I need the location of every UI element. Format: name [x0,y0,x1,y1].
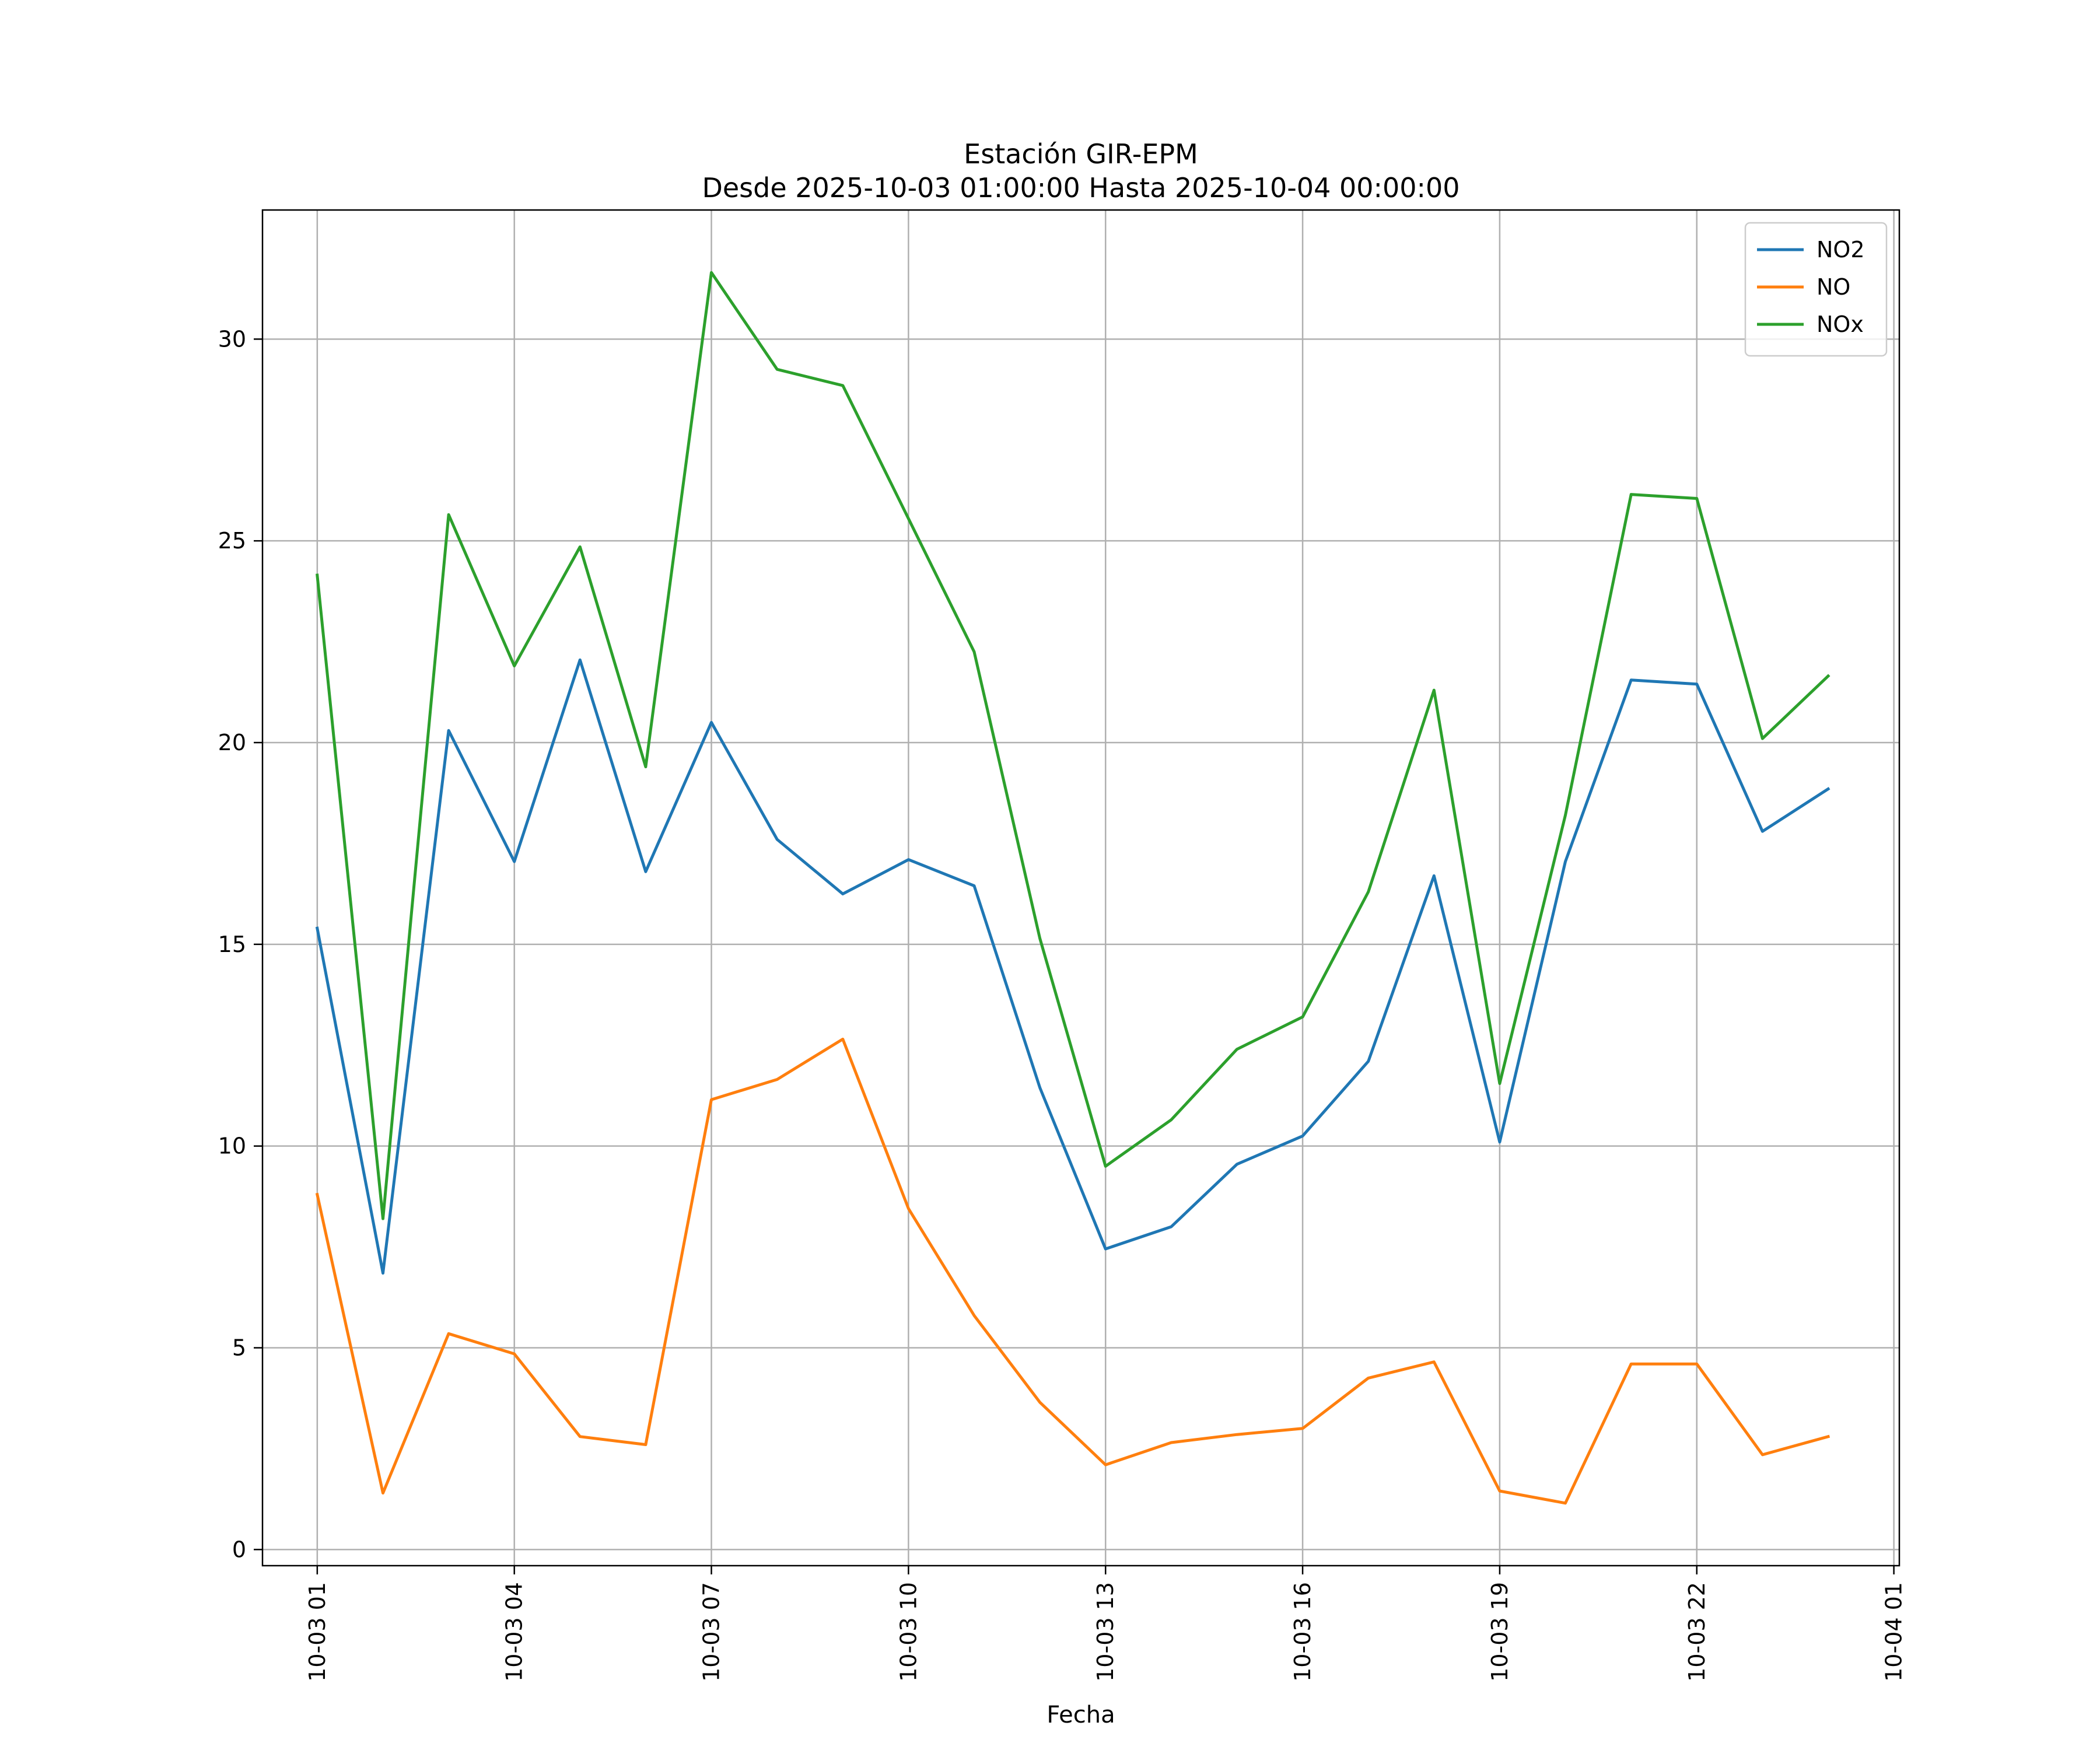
axis-ticks: 10-03 01 10-03 04 10-03 07 10-03 10 10-03 13… [218,326,1907,1682]
y-tick-label: 25 [218,528,246,554]
y-tick-label: 15 [218,932,246,957]
x-axis-label: Fecha [1046,1702,1115,1728]
legend-label: NOx [1817,312,1864,337]
x-tick-label: 10-03 10 [895,1582,921,1682]
x-tick-label: 10-03 22 [1684,1582,1710,1682]
y-tick-label: 30 [218,326,246,352]
x-tick-label: 10-03 04 [502,1582,527,1682]
x-tick-label: 10-03 01 [304,1582,330,1682]
legend: NO2 NO NOx [1744,222,1888,357]
series-line-no2 [315,658,1831,1275]
y-tick-label: 10 [218,1133,246,1159]
x-tick-label: 10-03 19 [1487,1582,1513,1682]
legend-box [1744,222,1888,357]
y-tick-label: 20 [218,730,246,755]
series-line-nox [316,271,1831,1220]
x-tick-label: 10-04 01 [1881,1582,1907,1682]
chart-subtitle: Desde 2025-10-03 01:00:00 Hasta 2025-10-… [702,172,1460,204]
series-line-no [315,1037,1831,1505]
chart-title: Estación GIR-EPM [964,138,1198,170]
legend-label: NO [1817,274,1850,300]
x-tick-label: 10-03 07 [699,1582,724,1682]
plot-lines [315,271,1831,1505]
x-tick-label: 10-03 16 [1290,1582,1315,1682]
y-tick-label: 5 [232,1335,246,1361]
grid [262,210,1899,1566]
y-tick-label: 0 [232,1536,246,1562]
legend-label: NO2 [1817,237,1865,262]
x-tick-label: 10-03 13 [1093,1582,1118,1682]
plot-frame [261,209,1901,1567]
